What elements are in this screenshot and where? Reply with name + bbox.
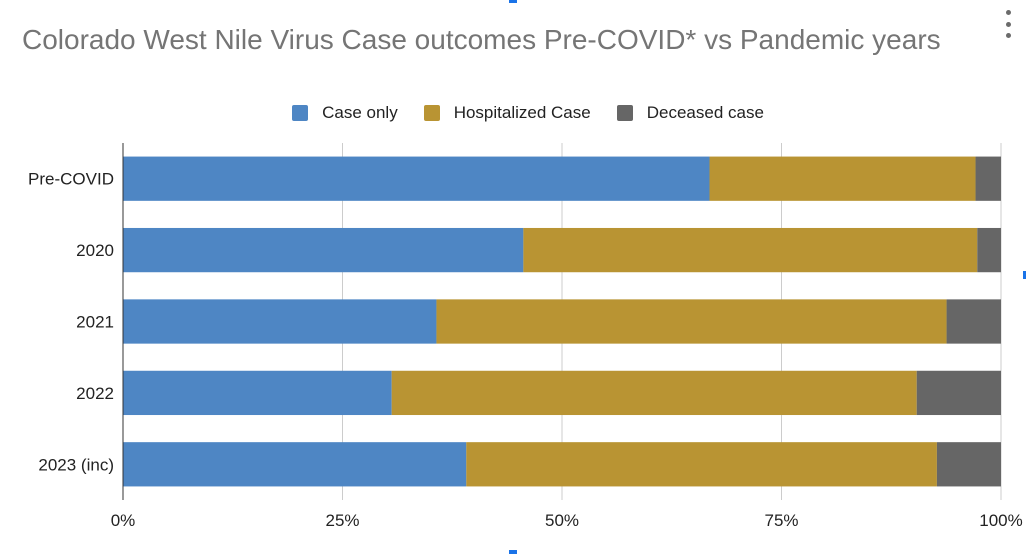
legend-label: Hospitalized Case [453,103,591,122]
category-label: 2022 [76,384,114,403]
bar-segment [436,299,947,344]
resize-handle-top[interactable] [509,0,517,3]
chart-legend: Case only Hospitalized Case Deceased cas… [0,103,1026,123]
bar-segment [123,156,710,201]
x-tick-label: 100% [979,511,1022,530]
legend-label: Case only [322,103,398,122]
bar-segment [123,227,524,273]
legend-swatch [292,105,309,121]
bar-segment [523,227,978,273]
bar-segment [123,299,437,344]
bar-segment [977,227,1001,273]
category-label: 2021 [76,313,114,332]
legend-swatch [616,105,633,121]
x-tick-label: 50% [545,511,579,530]
x-tick-label: 75% [764,511,798,530]
legend-item-deceased[interactable]: Deceased case [616,103,764,123]
category-label: Pre-COVID [28,170,114,189]
bar-segment [936,442,1001,487]
resize-handle-right[interactable] [1023,271,1026,279]
bar-segment [709,156,976,201]
bar-segment [916,370,1001,416]
category-label: 2020 [76,241,114,260]
bar-segment [123,442,467,487]
bar-segment [975,156,1001,201]
resize-handle-bottom[interactable] [509,550,517,554]
chart-title: Colorado West Nile Virus Case outcomes P… [22,24,941,55]
bar-segment [946,299,1001,344]
bar-segment [391,370,917,416]
bar-segment [466,442,937,487]
category-label: 2023 (inc) [38,455,114,474]
x-tick-label: 25% [325,511,359,530]
x-tick-label: 0% [111,511,136,530]
legend-swatch [423,105,440,121]
legend-item-case-only[interactable]: Case only [292,103,398,123]
more-options-icon[interactable] [1000,10,1016,38]
legend-item-hospitalized[interactable]: Hospitalized Case [423,103,591,123]
bar-segment [123,370,392,416]
legend-label: Deceased case [646,103,764,122]
